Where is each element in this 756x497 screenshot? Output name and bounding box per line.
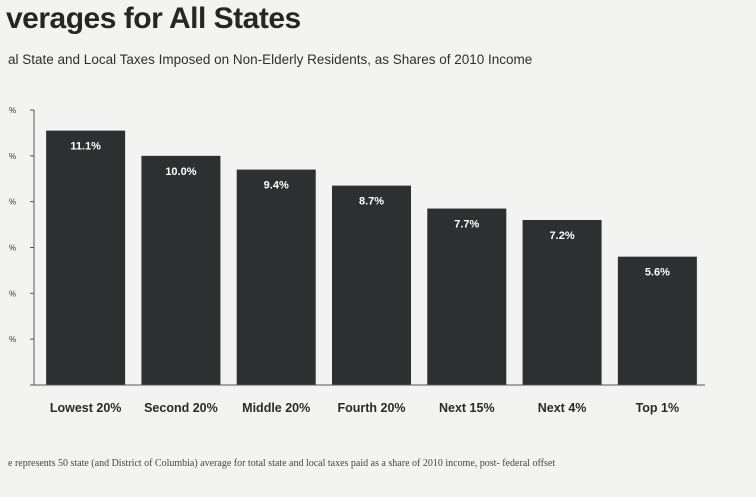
bar-data-label: 11.1% [70,141,101,153]
y-tick-label: % [9,335,16,344]
x-tick-label: Top 1% [636,401,680,415]
y-tick-label: % [9,244,16,253]
y-tick-label: % [9,152,16,161]
bar-data-label: 9.4% [264,180,289,192]
y-axis: %%%%%% [9,106,35,386]
bars: 11.1% 10.0% 9.4% 8.7% 7.7% 7.2% 5.6% [46,130,697,385]
bar [617,256,697,385]
bar-data-label: 7.2% [550,230,575,242]
y-tick-label: % [9,198,16,207]
x-tick-label: Lowest 20% [50,401,122,415]
bar-data-label: 7.7% [454,219,479,231]
bar [141,155,221,385]
x-tick-label: Fourth 20% [337,401,405,415]
x-axis: Lowest 20% Second 20% Middle 20% Fourth 20%… [34,384,705,415]
bar [46,130,126,385]
chart-title: verages for All States [6,2,301,35]
x-tick-label: Next 4% [538,401,587,415]
y-tick-label: % [9,106,16,115]
footnote: e represents 50 state (and District of C… [8,458,556,469]
y-tick-label: % [9,289,16,298]
x-tick-label: Middle 20% [242,401,310,415]
x-tick-label: Next 15% [439,401,495,415]
x-tick-label: Second 20% [144,401,218,415]
bar [427,208,507,385]
bar-data-label: 10.0% [165,166,196,178]
bar [522,220,602,385]
chart-subtitle: al State and Local Taxes Imposed on Non-… [8,52,533,67]
bar-data-label: 8.7% [359,196,384,208]
bar-data-label: 5.6% [645,267,670,279]
bar [236,169,316,385]
bar [332,185,411,385]
